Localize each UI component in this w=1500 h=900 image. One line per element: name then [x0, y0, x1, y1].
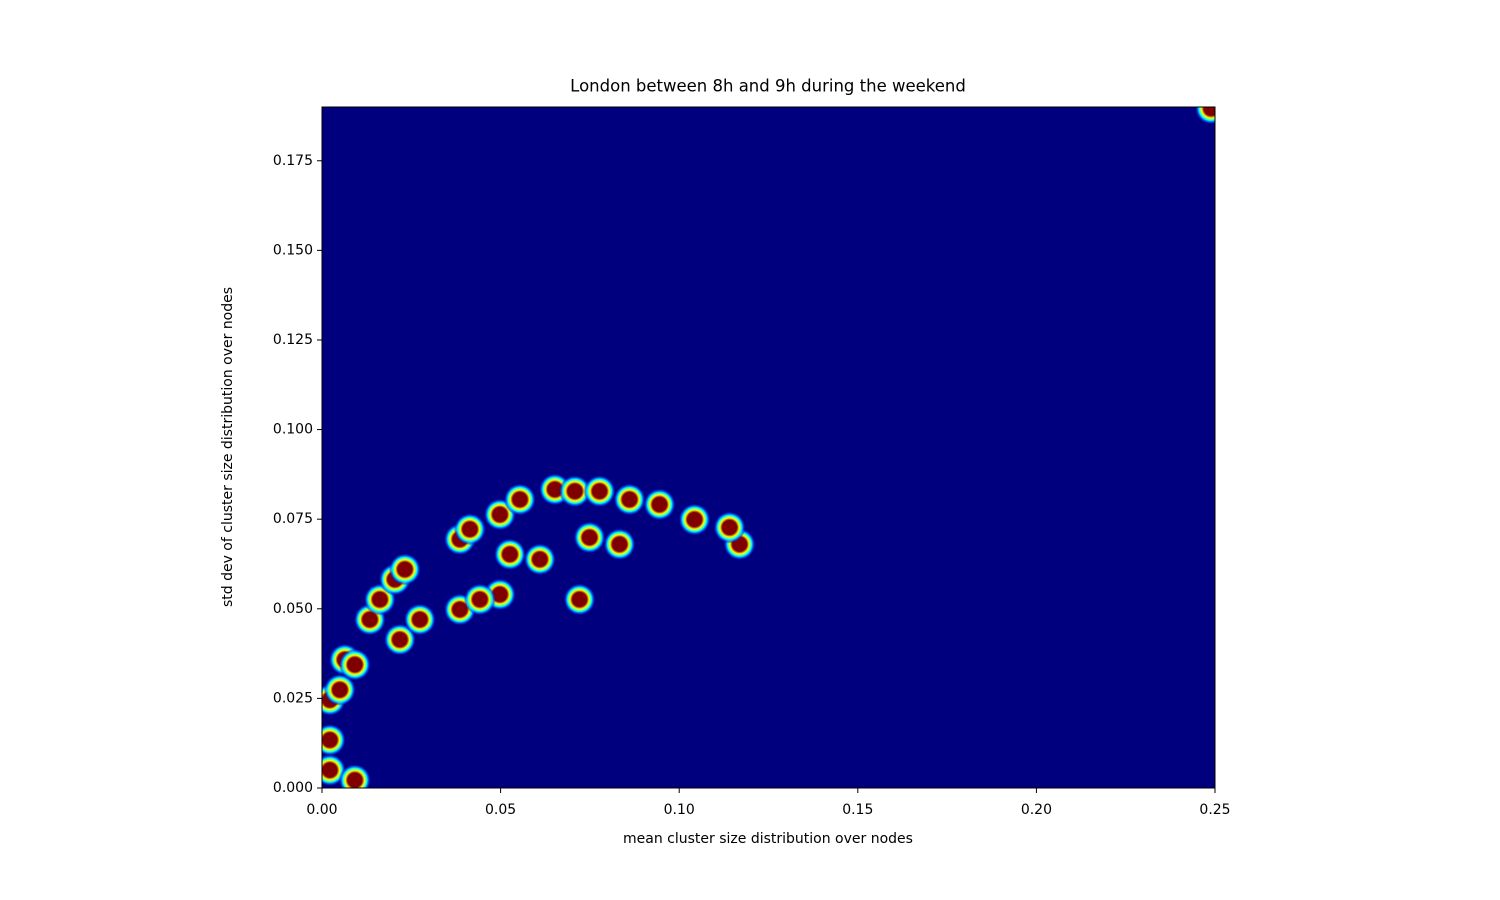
density-blob [338, 764, 371, 788]
density-blob [493, 538, 526, 571]
y-axis-label: std dev of cluster size distribution ove… [220, 287, 236, 607]
density-blob [503, 483, 536, 516]
y-tick-label: 0.100 [273, 422, 313, 438]
density-blob [583, 475, 616, 508]
plot-background [322, 107, 1215, 788]
y-tick-label: 0.125 [273, 332, 313, 348]
plot-frame [321, 106, 1216, 789]
density-blob [603, 528, 636, 561]
x-axis-label: mean cluster size distribution over node… [623, 831, 913, 847]
y-tick-label: 0.075 [273, 511, 313, 527]
density-blob [383, 623, 416, 656]
density-blob [463, 583, 496, 616]
chart-title: London between 8h and 9h during the week… [570, 77, 966, 96]
density-blob [563, 583, 596, 616]
x-tick-label: 0.25 [1199, 802, 1230, 818]
density-layer [322, 107, 1215, 788]
density-blob [322, 723, 346, 756]
x-tick-label: 0.05 [485, 802, 516, 818]
x-tick-label: 0.10 [664, 802, 695, 818]
y-tick-label: 0.175 [273, 153, 313, 169]
y-tick-label: 0.150 [273, 242, 313, 258]
y-tick-label: 0.025 [273, 690, 313, 706]
density-blob [713, 511, 746, 544]
density-blob [643, 488, 676, 521]
density-blob [558, 475, 591, 508]
density-blob [338, 648, 371, 681]
density-blob [388, 553, 421, 586]
density-blob [678, 503, 711, 536]
density-blob [403, 603, 436, 636]
y-tick-label: 0.000 [273, 780, 313, 796]
y-tick-label: 0.050 [273, 601, 313, 617]
density-blob [1195, 107, 1215, 125]
x-tick-label: 0.15 [842, 802, 873, 818]
x-tick-label: 0.20 [1021, 802, 1052, 818]
density-blob [523, 543, 556, 576]
x-tick-label: 0.00 [306, 802, 337, 818]
density-blob [573, 521, 606, 554]
density-blob [453, 513, 486, 546]
density-blob [613, 483, 646, 516]
density-blob [323, 673, 356, 706]
